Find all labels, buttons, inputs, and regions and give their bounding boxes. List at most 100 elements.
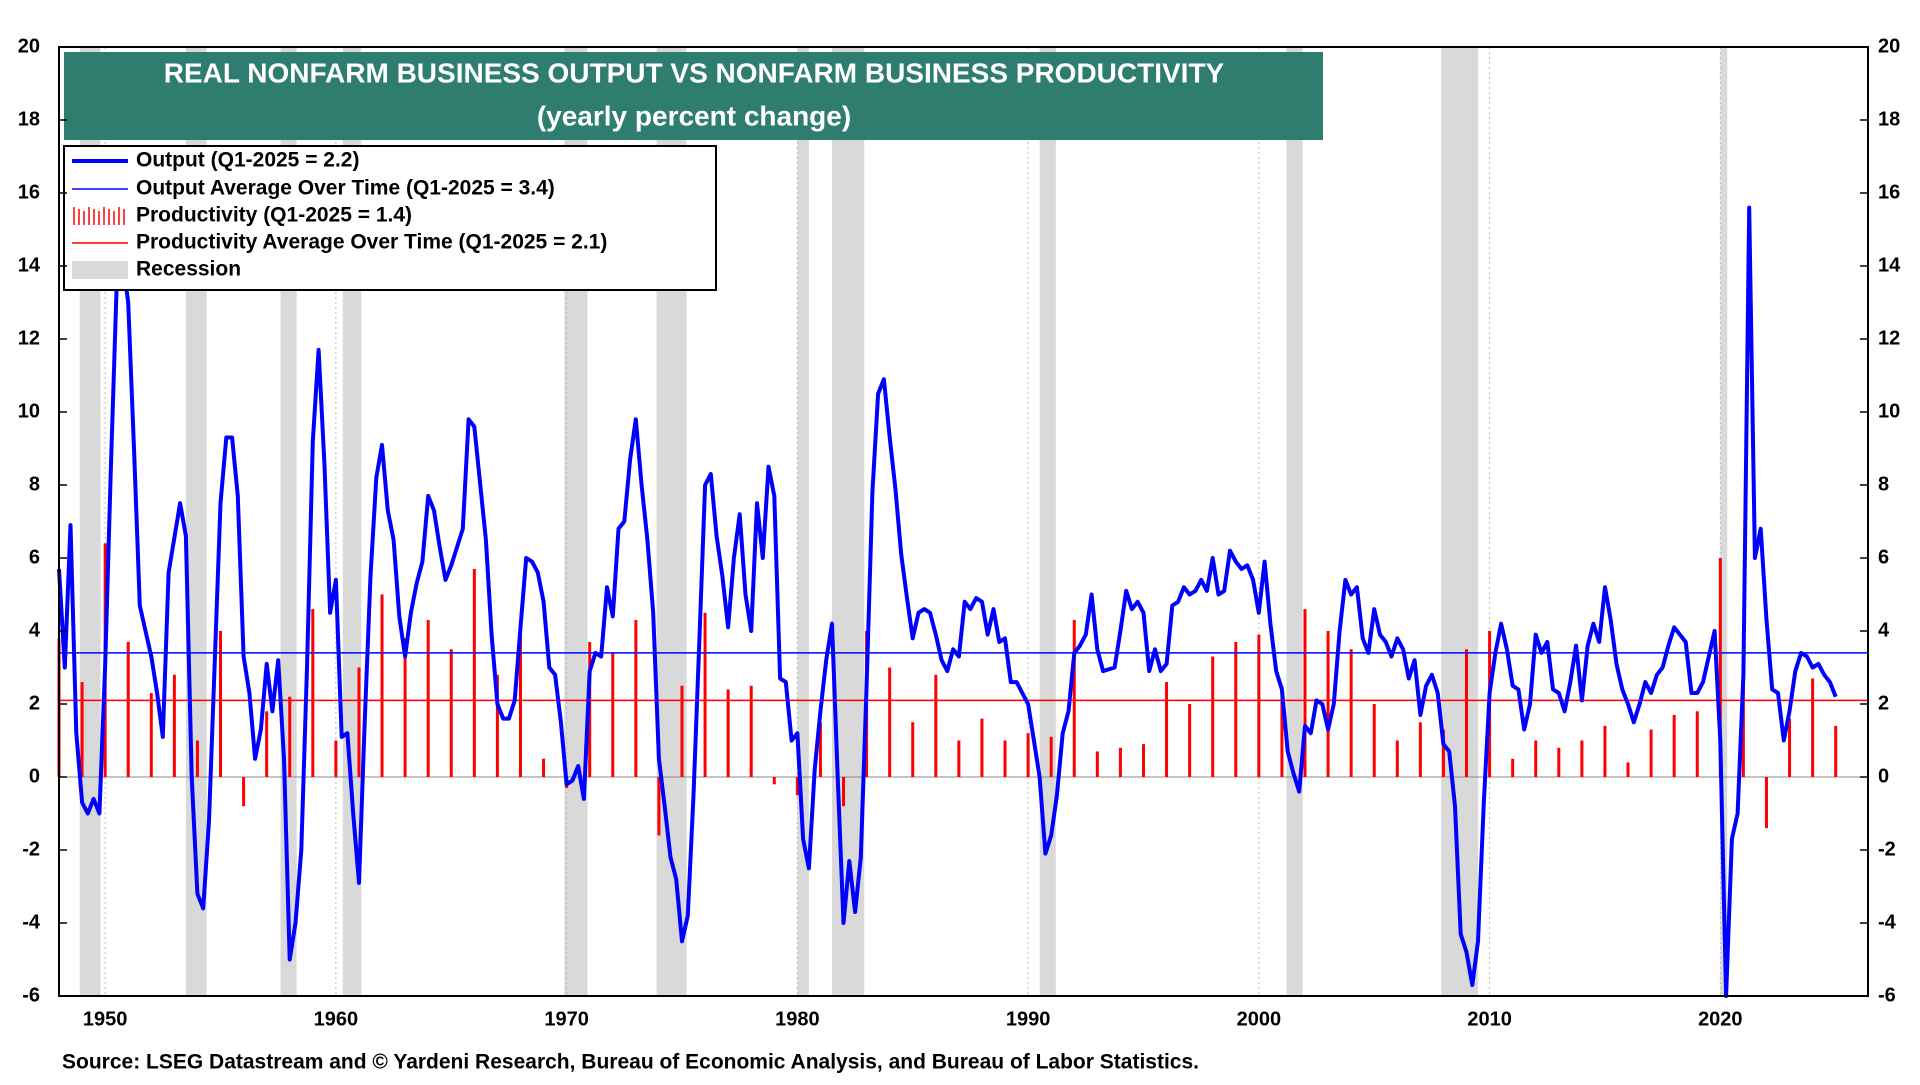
y2-tick-label: 16 [1878, 181, 1900, 203]
legend-box [63, 145, 717, 291]
y2-tick-label: 12 [1878, 327, 1900, 349]
productivity-bar [1188, 704, 1192, 777]
productivity-bar [1441, 729, 1445, 777]
x-tick-label: 2010 [1467, 1008, 1512, 1030]
productivity-bar [149, 693, 153, 777]
productivity-bar [634, 620, 638, 777]
productivity-bar [1095, 751, 1099, 777]
y2-tick-label: 10 [1878, 400, 1900, 422]
recession-band [1039, 47, 1056, 996]
recession-band [831, 47, 865, 996]
y-tick-label: 16 [18, 181, 40, 203]
y-tick-label: 10 [18, 400, 40, 422]
y-tick-label: 18 [18, 108, 40, 130]
productivity-bar [1280, 685, 1284, 777]
productivity-bar [611, 652, 615, 777]
y2-tick-label: 6 [1878, 546, 1889, 568]
productivity-bar [1303, 609, 1307, 777]
y2-tick-label: 4 [1878, 619, 1890, 641]
x-tick-label: 2020 [1698, 1008, 1743, 1030]
x-tick-label: 1960 [314, 1008, 359, 1030]
productivity-bar [980, 718, 984, 777]
productivity-bar [1557, 747, 1561, 777]
y2-tick-label: -6 [1878, 984, 1896, 1006]
productivity-bar [1234, 641, 1238, 777]
output-line [57, 205, 1838, 998]
title-box [64, 52, 1323, 140]
y-tick-label: 0 [29, 765, 40, 787]
x-tick-label: 1980 [775, 1008, 820, 1030]
productivity-bar [934, 674, 938, 777]
y-tick-label: 20 [18, 35, 40, 57]
source-note: Source: LSEG Datastream and © Yardeni Re… [62, 1051, 1199, 1074]
productivity-bar [265, 711, 269, 777]
productivity-bar [1003, 740, 1007, 777]
productivity-bar [888, 667, 892, 777]
productivity-bar [195, 740, 199, 777]
recession-band [1286, 47, 1303, 996]
productivity-bar [1049, 736, 1053, 777]
productivity-bar [126, 641, 130, 777]
productivity-bar [1534, 740, 1538, 777]
productivity-bar [288, 696, 292, 777]
productivity-bar [311, 609, 315, 777]
productivity-bar [1118, 747, 1122, 777]
y-tick-label: 6 [29, 546, 40, 568]
x-tick-label: 1990 [1006, 1008, 1051, 1030]
productivity-bar [80, 682, 84, 777]
productivity-bar [542, 758, 546, 777]
legend-label: Output Average Over Time (Q1-2025 = 3.4) [136, 177, 555, 200]
legend: Output (Q1-2025 = 2.2) Output Average Ove… [63, 145, 717, 291]
productivity-bar [1165, 682, 1169, 777]
productivity-bar [1072, 620, 1076, 777]
y2-tick-label: 18 [1878, 108, 1900, 130]
productivity-bar [518, 634, 522, 777]
legend-label: Productivity Average Over Time (Q1-2025 … [136, 231, 607, 254]
productivity-bar [1741, 685, 1745, 777]
y-tick-label: 14 [18, 254, 41, 276]
y-tick-label: -4 [22, 911, 41, 933]
productivity-bar [842, 777, 846, 807]
productivity-bar [957, 740, 961, 777]
productivity-bar [357, 667, 361, 777]
y-tick-label: 2 [29, 692, 40, 714]
y2-tick-label: -4 [1878, 911, 1897, 933]
plot-frame [58, 46, 1869, 997]
productivity-bar [1580, 740, 1584, 777]
productivity-bar [1326, 631, 1330, 777]
productivity-bar [1649, 729, 1653, 777]
y2-tick-label: 0 [1878, 765, 1889, 787]
productivity-bar [1672, 714, 1676, 777]
y-tick-label: 8 [29, 473, 40, 495]
legend-label: Recession [136, 258, 241, 281]
y-tick-label: 12 [18, 327, 40, 349]
recession-band [797, 47, 809, 996]
y2-tick-label: -2 [1878, 838, 1896, 860]
productivity-bar [1349, 649, 1353, 777]
productivity-bar [1718, 558, 1722, 777]
productivity-bar [657, 777, 661, 836]
productivity-bar [172, 674, 176, 777]
productivity-bar [472, 568, 476, 777]
legend-label: Output (Q1-2025 = 2.2) [136, 149, 359, 172]
y-tick-label: -6 [22, 984, 40, 1006]
y2-tick-label: 2 [1878, 692, 1889, 714]
y-tick-label: 4 [29, 619, 41, 641]
chart-title: REAL NONFARM BUSINESS OUTPUT VS NONFARM … [164, 57, 1225, 88]
productivity-bar [1211, 656, 1215, 777]
y-tick-label: -2 [22, 838, 40, 860]
recession-band [1720, 47, 1728, 996]
productivity-bar [1626, 762, 1630, 777]
productivity-bar [1764, 777, 1768, 829]
legend-label: Productivity (Q1-2025 = 1.4) [136, 204, 412, 227]
productivity-bar [495, 674, 499, 777]
productivity-bar [1834, 725, 1838, 777]
productivity-bar [726, 689, 730, 777]
productivity-bar [1372, 704, 1376, 777]
productivity-bar [1695, 711, 1699, 777]
y2-tick-label: 14 [1878, 254, 1901, 276]
productivity-bar [1026, 733, 1030, 777]
productivity-bar [749, 685, 753, 777]
productivity-bar [680, 685, 684, 777]
